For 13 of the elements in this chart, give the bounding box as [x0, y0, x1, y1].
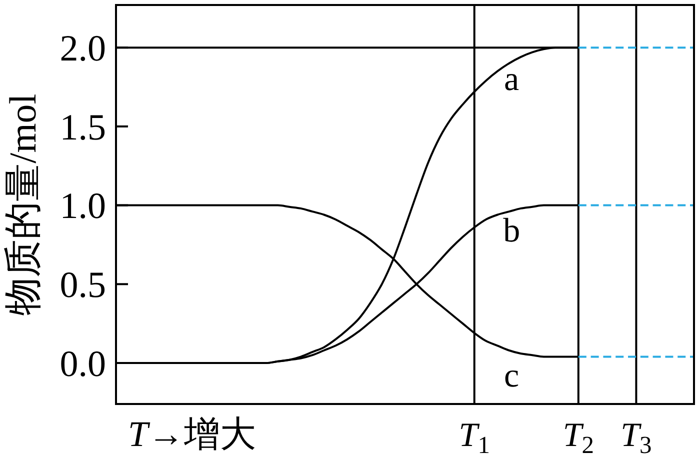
y-tick-label: 0.0 [60, 344, 106, 385]
series-label: a [504, 61, 520, 98]
y-axis-title: 物质的量/mol [2, 94, 44, 316]
series-label: b [503, 212, 520, 250]
x-tick-label: T$_{2}$ [562, 417, 594, 456]
x-tick-label: T$_{3}$ [620, 417, 652, 456]
y-tick-label: 1.5 [60, 107, 106, 148]
y-tick-label: 2.0 [60, 28, 106, 70]
x-axis-title: T→增大 [128, 414, 256, 454]
series-label: c [504, 358, 520, 395]
x-tick-label: T$_{1}$ [458, 417, 490, 456]
y-tick-label: 1.0 [60, 186, 106, 228]
y-tick-label: 0.5 [60, 265, 106, 306]
